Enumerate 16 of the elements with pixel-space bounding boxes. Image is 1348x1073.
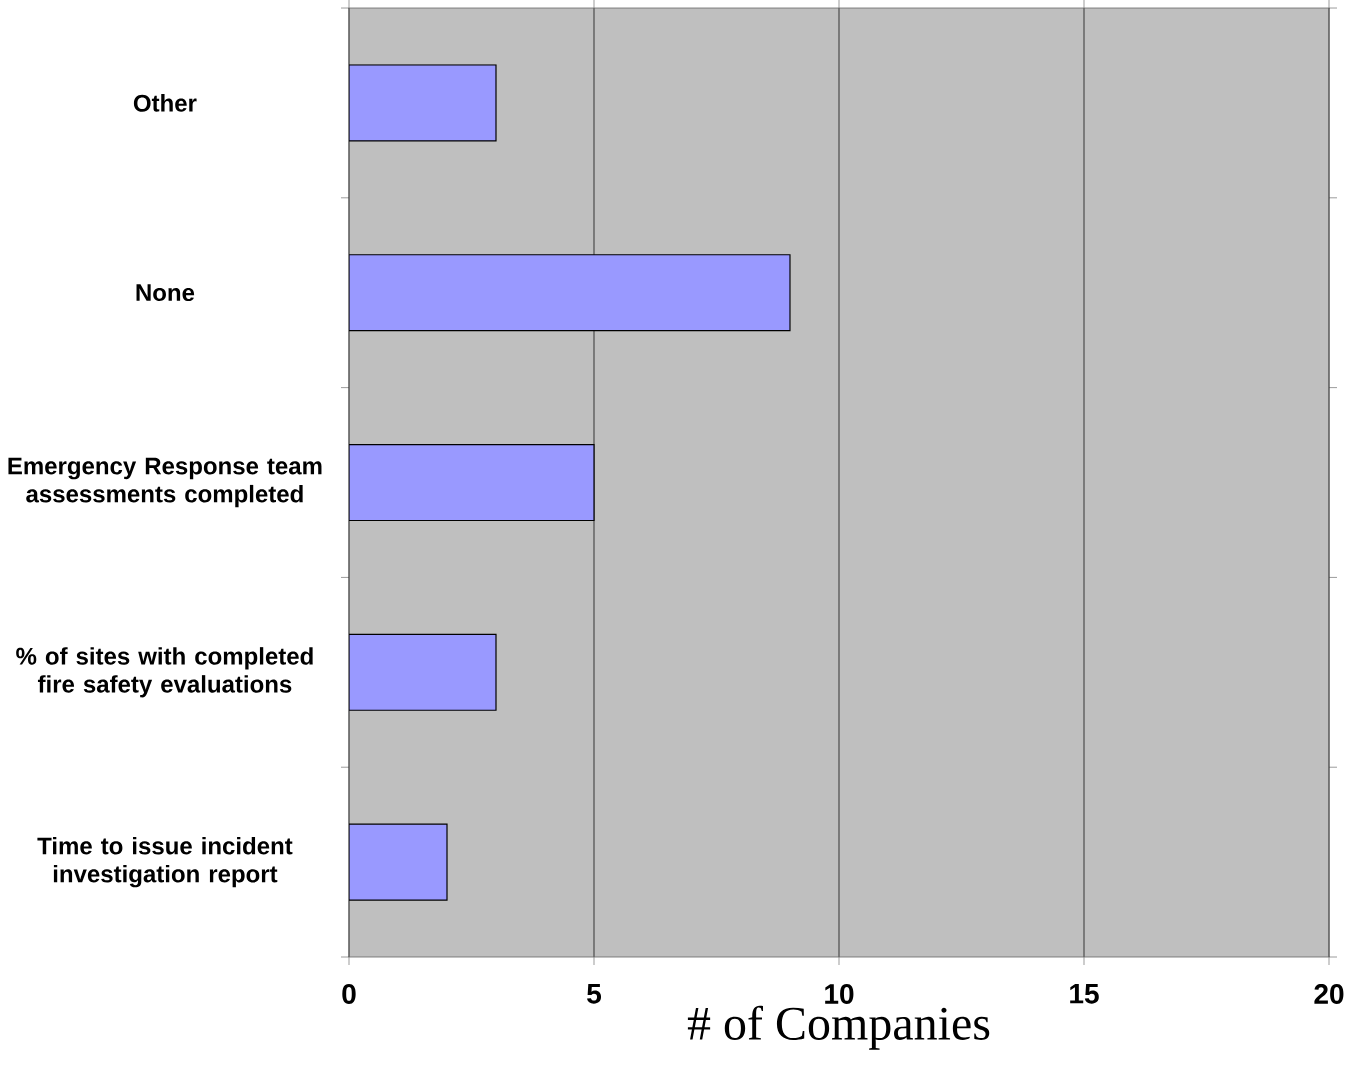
- x-axis-title: # of Companies: [687, 1005, 990, 1050]
- bar: [349, 633, 497, 711]
- x-tick-label: 10: [825, 984, 854, 1004]
- x-tick-label: 5: [587, 984, 602, 1004]
- x-tick-label: 0: [342, 984, 356, 1004]
- y-tick-label: Other: [133, 94, 197, 112]
- y-tick-label: Emergency Response team assessments completed: [8, 457, 322, 508]
- bar: [349, 254, 791, 332]
- bar: [349, 823, 448, 901]
- bar: [349, 443, 595, 522]
- x-tick-label: 20: [1314, 984, 1344, 1004]
- y-tick-label: % of sites with completed fire safety evaluations: [16, 647, 313, 698]
- y-tick-label: None: [136, 284, 195, 302]
- y-tick-label: Time to issue incident investigation report: [37, 836, 293, 888]
- x-tick-label: 15: [1070, 984, 1099, 1004]
- bar: [349, 64, 497, 142]
